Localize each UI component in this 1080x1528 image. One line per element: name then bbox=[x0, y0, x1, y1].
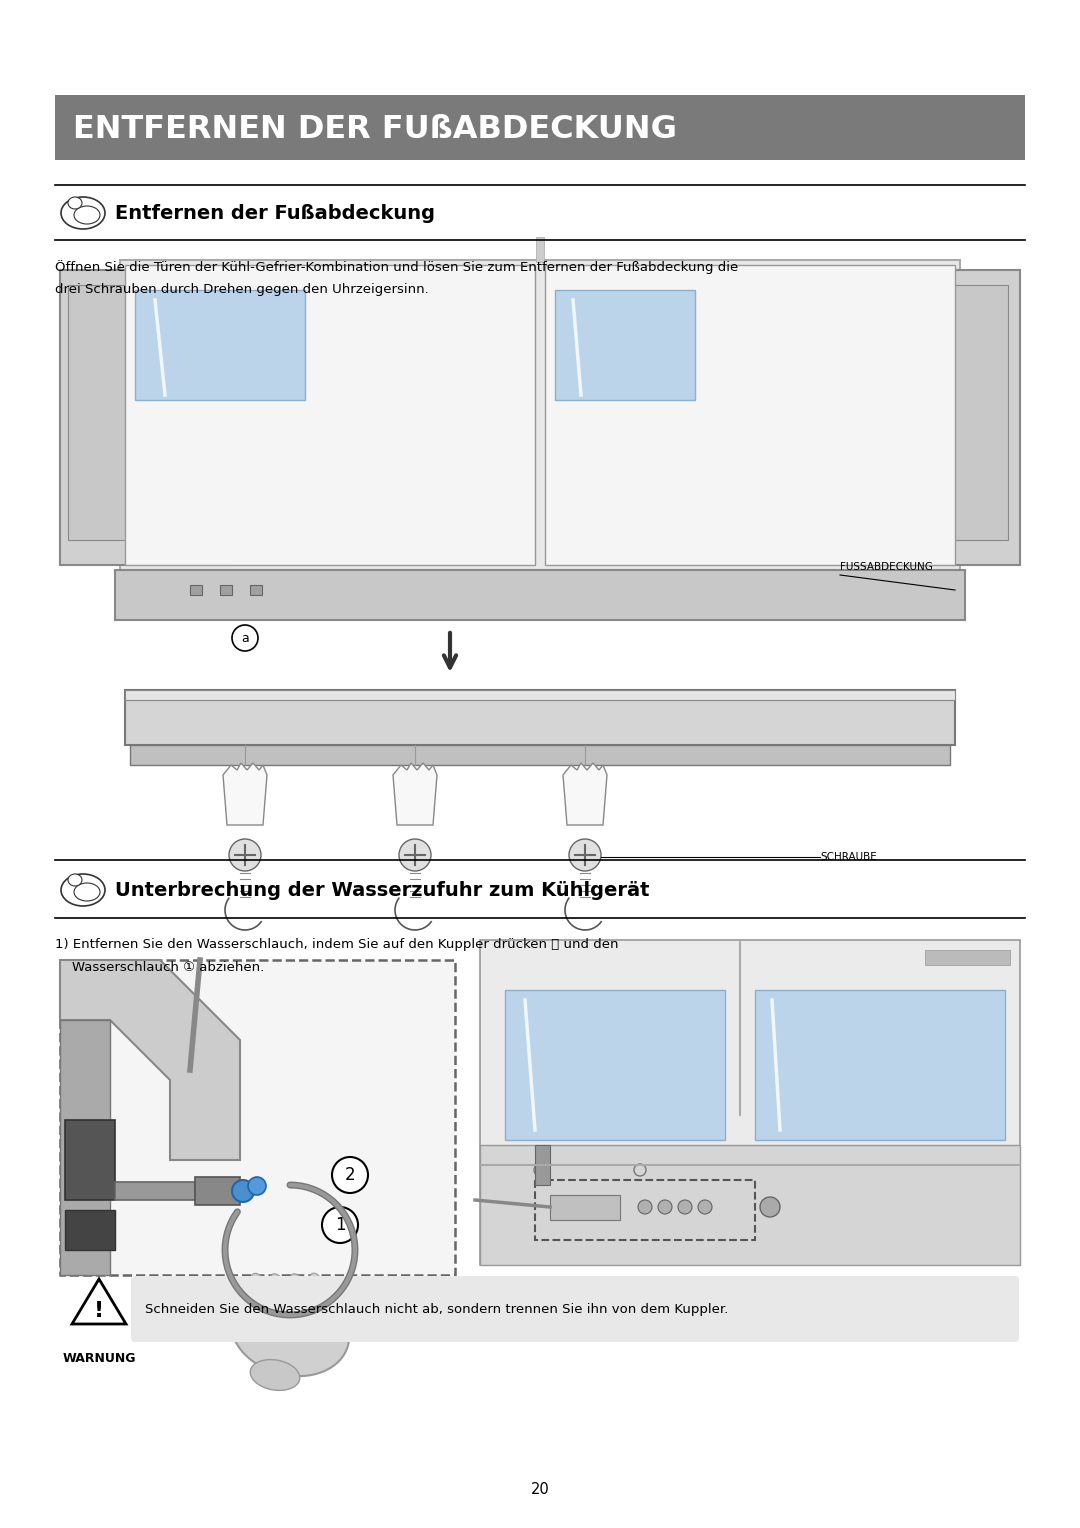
Bar bbox=[135, 290, 305, 400]
Text: 20: 20 bbox=[530, 1482, 550, 1497]
Bar bbox=[220, 585, 232, 594]
Text: FUSSABDECKUNG: FUSSABDECKUNG bbox=[840, 562, 933, 571]
Ellipse shape bbox=[251, 1360, 300, 1390]
Bar bbox=[505, 990, 725, 1140]
Text: Entfernen der Fußabdeckung: Entfernen der Fußabdeckung bbox=[114, 203, 435, 223]
Bar bbox=[125, 264, 535, 565]
Bar bbox=[68, 286, 218, 539]
Polygon shape bbox=[222, 762, 267, 825]
Text: Öffnen Sie die Türen der Kühl-Gefrier-Kombination und lösen Sie zum Entfernen de: Öffnen Sie die Türen der Kühl-Gefrier-Ko… bbox=[55, 260, 739, 274]
Ellipse shape bbox=[68, 197, 82, 209]
Bar bbox=[755, 990, 1005, 1140]
Bar bbox=[195, 1177, 240, 1206]
Bar bbox=[65, 1120, 114, 1199]
Bar bbox=[190, 585, 202, 594]
Polygon shape bbox=[60, 960, 240, 1160]
Bar bbox=[480, 940, 1020, 1265]
Circle shape bbox=[322, 1207, 357, 1242]
Polygon shape bbox=[393, 762, 437, 825]
Bar bbox=[924, 950, 1010, 966]
Circle shape bbox=[232, 625, 258, 651]
Bar bbox=[550, 1195, 620, 1219]
Text: Schneiden Sie den Wasserschlauch nicht ab, sondern trennen Sie ihn von dem Kuppl: Schneiden Sie den Wasserschlauch nicht a… bbox=[145, 1302, 728, 1316]
Polygon shape bbox=[72, 1279, 126, 1323]
Circle shape bbox=[569, 839, 600, 871]
Circle shape bbox=[248, 1177, 266, 1195]
Bar bbox=[480, 1144, 1020, 1265]
Text: 1) Entfernen Sie den Wasserschlauch, indem Sie auf den Kuppler drücken Ⓑ und den: 1) Entfernen Sie den Wasserschlauch, ind… bbox=[55, 938, 619, 950]
Text: Unterbrechung der Wasserzufuhr zum Kühlgerät: Unterbrechung der Wasserzufuhr zum Kühlg… bbox=[114, 880, 649, 900]
Bar bbox=[249, 585, 262, 594]
Ellipse shape bbox=[231, 1284, 349, 1377]
Bar bbox=[536, 237, 544, 261]
Bar bbox=[125, 691, 955, 746]
Bar bbox=[130, 746, 950, 766]
Bar bbox=[125, 691, 955, 700]
Circle shape bbox=[399, 839, 431, 871]
Text: 2: 2 bbox=[345, 1166, 355, 1184]
Text: 1: 1 bbox=[335, 1216, 346, 1235]
Bar bbox=[535, 1144, 550, 1186]
Bar bbox=[535, 1180, 755, 1241]
Text: !: ! bbox=[94, 1300, 104, 1322]
Polygon shape bbox=[563, 762, 607, 825]
Text: drei Schrauben durch Drehen gegen den Uhrzeigersinn.: drei Schrauben durch Drehen gegen den Uh… bbox=[55, 283, 429, 296]
Circle shape bbox=[332, 1157, 368, 1193]
Circle shape bbox=[678, 1199, 692, 1215]
Circle shape bbox=[229, 839, 261, 871]
Bar bbox=[555, 290, 696, 400]
Text: a: a bbox=[241, 631, 248, 645]
Circle shape bbox=[760, 1196, 780, 1216]
Ellipse shape bbox=[68, 874, 82, 886]
FancyBboxPatch shape bbox=[131, 1276, 1020, 1342]
Bar bbox=[65, 1210, 114, 1250]
Bar bbox=[60, 270, 230, 565]
Ellipse shape bbox=[289, 1274, 310, 1306]
Ellipse shape bbox=[309, 1273, 327, 1306]
Bar bbox=[60, 1021, 110, 1274]
Bar bbox=[114, 1183, 195, 1199]
Ellipse shape bbox=[270, 1274, 291, 1306]
Bar bbox=[120, 260, 960, 575]
Circle shape bbox=[638, 1199, 652, 1215]
Bar bbox=[858, 286, 1008, 539]
Bar bbox=[114, 570, 966, 620]
Text: Wasserschlauch ① abziehen.: Wasserschlauch ① abziehen. bbox=[55, 961, 265, 973]
Bar bbox=[850, 270, 1020, 565]
Bar bbox=[55, 95, 1025, 160]
Circle shape bbox=[658, 1199, 672, 1215]
Ellipse shape bbox=[251, 1273, 270, 1306]
Bar bbox=[545, 264, 955, 565]
Text: WARNUNG: WARNUNG bbox=[63, 1352, 136, 1365]
Text: SCHRAUBE: SCHRAUBE bbox=[820, 853, 877, 862]
Circle shape bbox=[698, 1199, 712, 1215]
Circle shape bbox=[232, 1180, 254, 1203]
Bar bbox=[60, 960, 455, 1274]
Text: ENTFERNEN DER FUßABDECKUNG: ENTFERNEN DER FUßABDECKUNG bbox=[73, 115, 677, 145]
